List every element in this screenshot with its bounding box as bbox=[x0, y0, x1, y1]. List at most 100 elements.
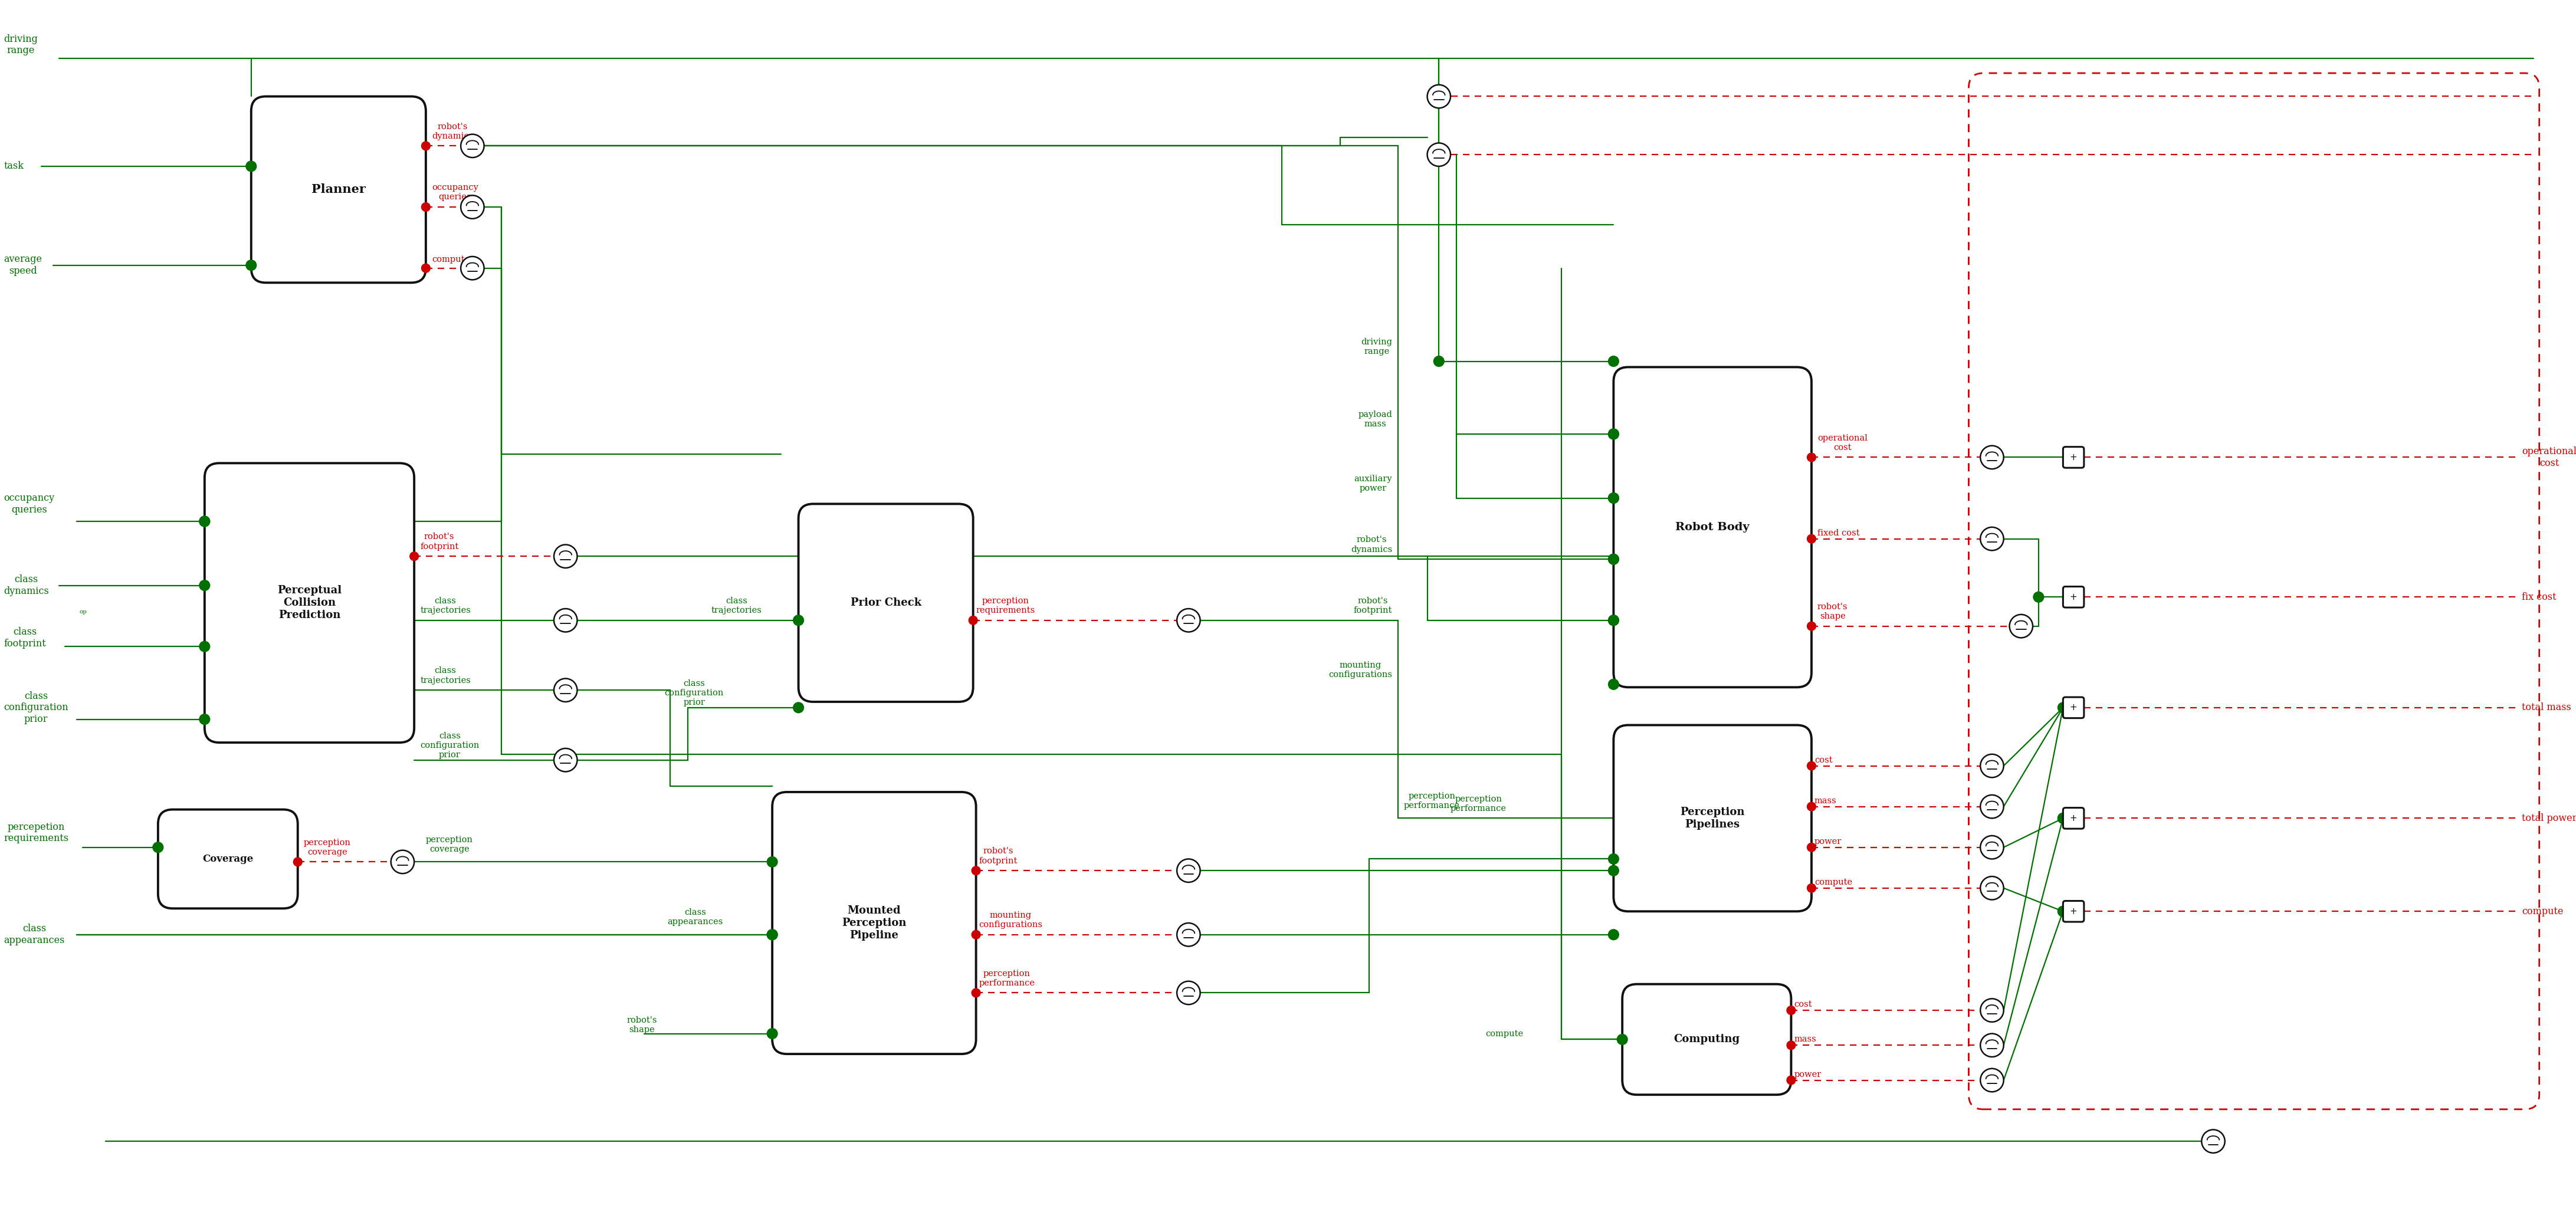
Circle shape bbox=[410, 552, 417, 561]
FancyBboxPatch shape bbox=[157, 809, 299, 908]
Circle shape bbox=[198, 714, 209, 725]
Text: class
configuration
prior: class configuration prior bbox=[420, 732, 479, 759]
Circle shape bbox=[392, 851, 415, 874]
Circle shape bbox=[1177, 609, 1200, 632]
Text: class
footprint: class footprint bbox=[3, 627, 46, 649]
Circle shape bbox=[1618, 1034, 1628, 1045]
Text: op: op bbox=[80, 610, 88, 615]
Circle shape bbox=[198, 642, 209, 651]
Text: mounting
configurations: mounting configurations bbox=[979, 912, 1043, 929]
Text: Planner: Planner bbox=[312, 183, 366, 196]
Text: perception
performance: perception performance bbox=[1450, 794, 1507, 813]
Circle shape bbox=[198, 580, 209, 590]
Circle shape bbox=[971, 866, 981, 875]
Text: class
configuration
prior: class configuration prior bbox=[3, 692, 70, 725]
Text: perception
performance: perception performance bbox=[1404, 792, 1461, 810]
Circle shape bbox=[1808, 884, 1816, 892]
Text: occupancy
queries: occupancy queries bbox=[433, 183, 479, 202]
Circle shape bbox=[1607, 429, 1618, 439]
Text: driving
range: driving range bbox=[3, 34, 39, 56]
Circle shape bbox=[793, 615, 804, 626]
FancyBboxPatch shape bbox=[204, 463, 415, 743]
Text: operational
cost: operational cost bbox=[2522, 446, 2576, 468]
Text: Coverage: Coverage bbox=[204, 854, 252, 864]
FancyBboxPatch shape bbox=[2063, 698, 2084, 719]
Circle shape bbox=[1981, 876, 2004, 899]
Circle shape bbox=[1607, 492, 1618, 503]
Text: class
trajectories: class trajectories bbox=[420, 667, 471, 684]
Text: robot's
footprint: robot's footprint bbox=[420, 533, 459, 551]
Circle shape bbox=[1788, 1006, 1795, 1014]
Circle shape bbox=[2058, 813, 2069, 824]
Circle shape bbox=[1808, 534, 1816, 544]
Text: driving
range: driving range bbox=[1360, 337, 1391, 356]
Text: robot's
footprint: robot's footprint bbox=[1355, 596, 1391, 615]
Circle shape bbox=[1607, 429, 1618, 439]
FancyBboxPatch shape bbox=[1613, 367, 1811, 687]
Text: mass: mass bbox=[1793, 1035, 1816, 1044]
Text: fix cost: fix cost bbox=[2522, 591, 2555, 602]
Text: perception
performance: perception performance bbox=[979, 969, 1036, 987]
Circle shape bbox=[198, 516, 209, 527]
Text: cost: cost bbox=[1793, 1001, 1811, 1008]
Circle shape bbox=[2009, 615, 2032, 638]
Text: Robot Body: Robot Body bbox=[1674, 522, 1749, 533]
Circle shape bbox=[768, 1029, 778, 1039]
Circle shape bbox=[768, 930, 778, 940]
Circle shape bbox=[554, 748, 577, 771]
Text: compute: compute bbox=[2522, 907, 2563, 916]
Text: Perception
Pipelines: Perception Pipelines bbox=[1680, 807, 1744, 830]
Circle shape bbox=[1808, 761, 1816, 770]
Text: class
appearances: class appearances bbox=[667, 908, 724, 926]
FancyBboxPatch shape bbox=[2063, 587, 2084, 607]
Circle shape bbox=[422, 264, 430, 273]
Circle shape bbox=[1788, 1075, 1795, 1085]
Text: compute: compute bbox=[433, 255, 469, 264]
Circle shape bbox=[1808, 453, 1816, 462]
Text: mass: mass bbox=[1814, 797, 1837, 805]
Text: power: power bbox=[1793, 1070, 1821, 1079]
Circle shape bbox=[1607, 679, 1618, 689]
Circle shape bbox=[1607, 356, 1618, 367]
Circle shape bbox=[1981, 1068, 2004, 1091]
Circle shape bbox=[461, 196, 484, 219]
Text: task: task bbox=[3, 161, 23, 171]
Text: class
appearances: class appearances bbox=[3, 924, 64, 946]
Circle shape bbox=[554, 545, 577, 568]
Text: payload
mass: payload mass bbox=[1358, 411, 1391, 429]
Circle shape bbox=[1981, 527, 2004, 550]
Circle shape bbox=[1607, 930, 1618, 940]
Text: total power: total power bbox=[2522, 813, 2576, 824]
Circle shape bbox=[461, 134, 484, 158]
FancyBboxPatch shape bbox=[2063, 901, 2084, 921]
Circle shape bbox=[1808, 802, 1816, 811]
Text: class
trajectories: class trajectories bbox=[420, 596, 471, 615]
Text: operational
cost: operational cost bbox=[1816, 434, 1868, 452]
Circle shape bbox=[1177, 923, 1200, 946]
Circle shape bbox=[245, 260, 258, 270]
Text: class
trajectories: class trajectories bbox=[711, 596, 762, 615]
Circle shape bbox=[1607, 854, 1618, 864]
Circle shape bbox=[152, 842, 162, 853]
Circle shape bbox=[1607, 615, 1618, 626]
FancyBboxPatch shape bbox=[799, 503, 974, 701]
FancyBboxPatch shape bbox=[1613, 725, 1811, 912]
Circle shape bbox=[1427, 143, 1450, 166]
Circle shape bbox=[1435, 356, 1445, 367]
Circle shape bbox=[198, 516, 209, 527]
Circle shape bbox=[554, 678, 577, 701]
Text: robot's
dynamics: robot's dynamics bbox=[433, 122, 474, 141]
Circle shape bbox=[2202, 1129, 2226, 1152]
Circle shape bbox=[793, 703, 804, 712]
Text: class
configuration
prior: class configuration prior bbox=[665, 679, 724, 706]
FancyBboxPatch shape bbox=[773, 792, 976, 1055]
Circle shape bbox=[1607, 865, 1618, 876]
Circle shape bbox=[1607, 492, 1618, 503]
Circle shape bbox=[461, 257, 484, 280]
Circle shape bbox=[1808, 622, 1816, 631]
Circle shape bbox=[2058, 907, 2069, 916]
Text: perception
requirements: perception requirements bbox=[976, 596, 1036, 615]
Text: Mounted
Perception
Pipeline: Mounted Perception Pipeline bbox=[842, 906, 907, 941]
FancyBboxPatch shape bbox=[1623, 984, 1790, 1095]
Text: +: + bbox=[2069, 453, 2076, 462]
